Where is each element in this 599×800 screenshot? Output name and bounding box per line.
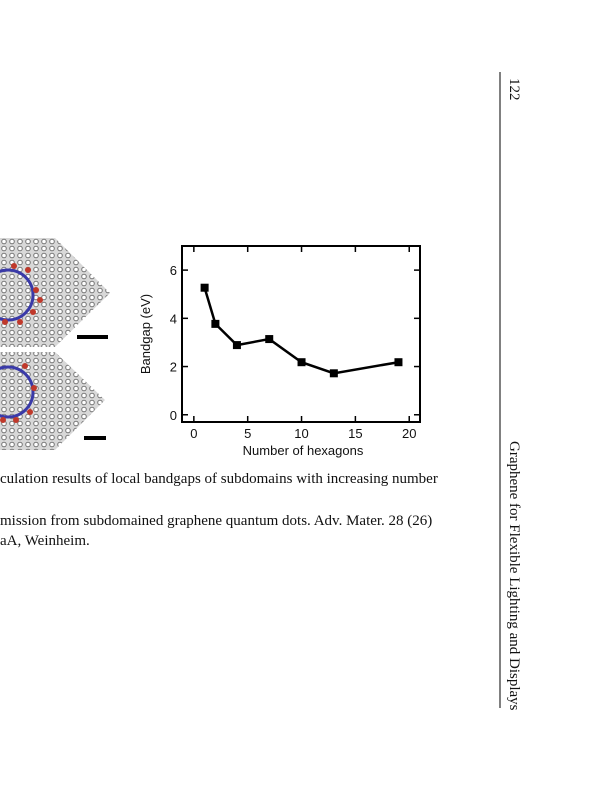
caption-line: culation results of local bandgaps of su… — [0, 471, 438, 487]
y-tick-label: 2 — [170, 360, 177, 375]
data-marker — [265, 335, 274, 344]
running-title: Graphene for Flexible Lighting and Displ… — [506, 441, 522, 711]
data-marker — [232, 341, 241, 350]
data-marker — [200, 283, 209, 292]
graphene-figure — [0, 238, 110, 450]
x-tick-label: 20 — [402, 426, 416, 441]
x-tick-label: 0 — [190, 426, 197, 441]
x-tick-label: 10 — [294, 426, 308, 441]
x-tick-label: 5 — [244, 426, 251, 441]
plot-frame — [181, 245, 421, 423]
data-marker — [211, 319, 220, 328]
x-tick-label: 15 — [348, 426, 362, 441]
caption-line: aA, Weinheim. — [0, 533, 90, 549]
chart: Number of hexagons Bandgap (eV) 0 2 4 6 0 5 10… — [138, 245, 421, 458]
data-marker — [394, 358, 403, 367]
y-axis-label: Bandgap (eV) — [138, 294, 153, 374]
caption-line: mission from subdomained graphene quantu… — [0, 513, 432, 529]
page-number: 122 — [506, 78, 522, 101]
y-tick-label: 0 — [170, 408, 177, 423]
y-tick-label: 6 — [170, 263, 177, 278]
data-marker — [297, 358, 306, 367]
y-tick-label: 4 — [170, 311, 177, 326]
x-axis-label: Number of hexagons — [243, 443, 364, 458]
data-marker — [329, 369, 338, 378]
